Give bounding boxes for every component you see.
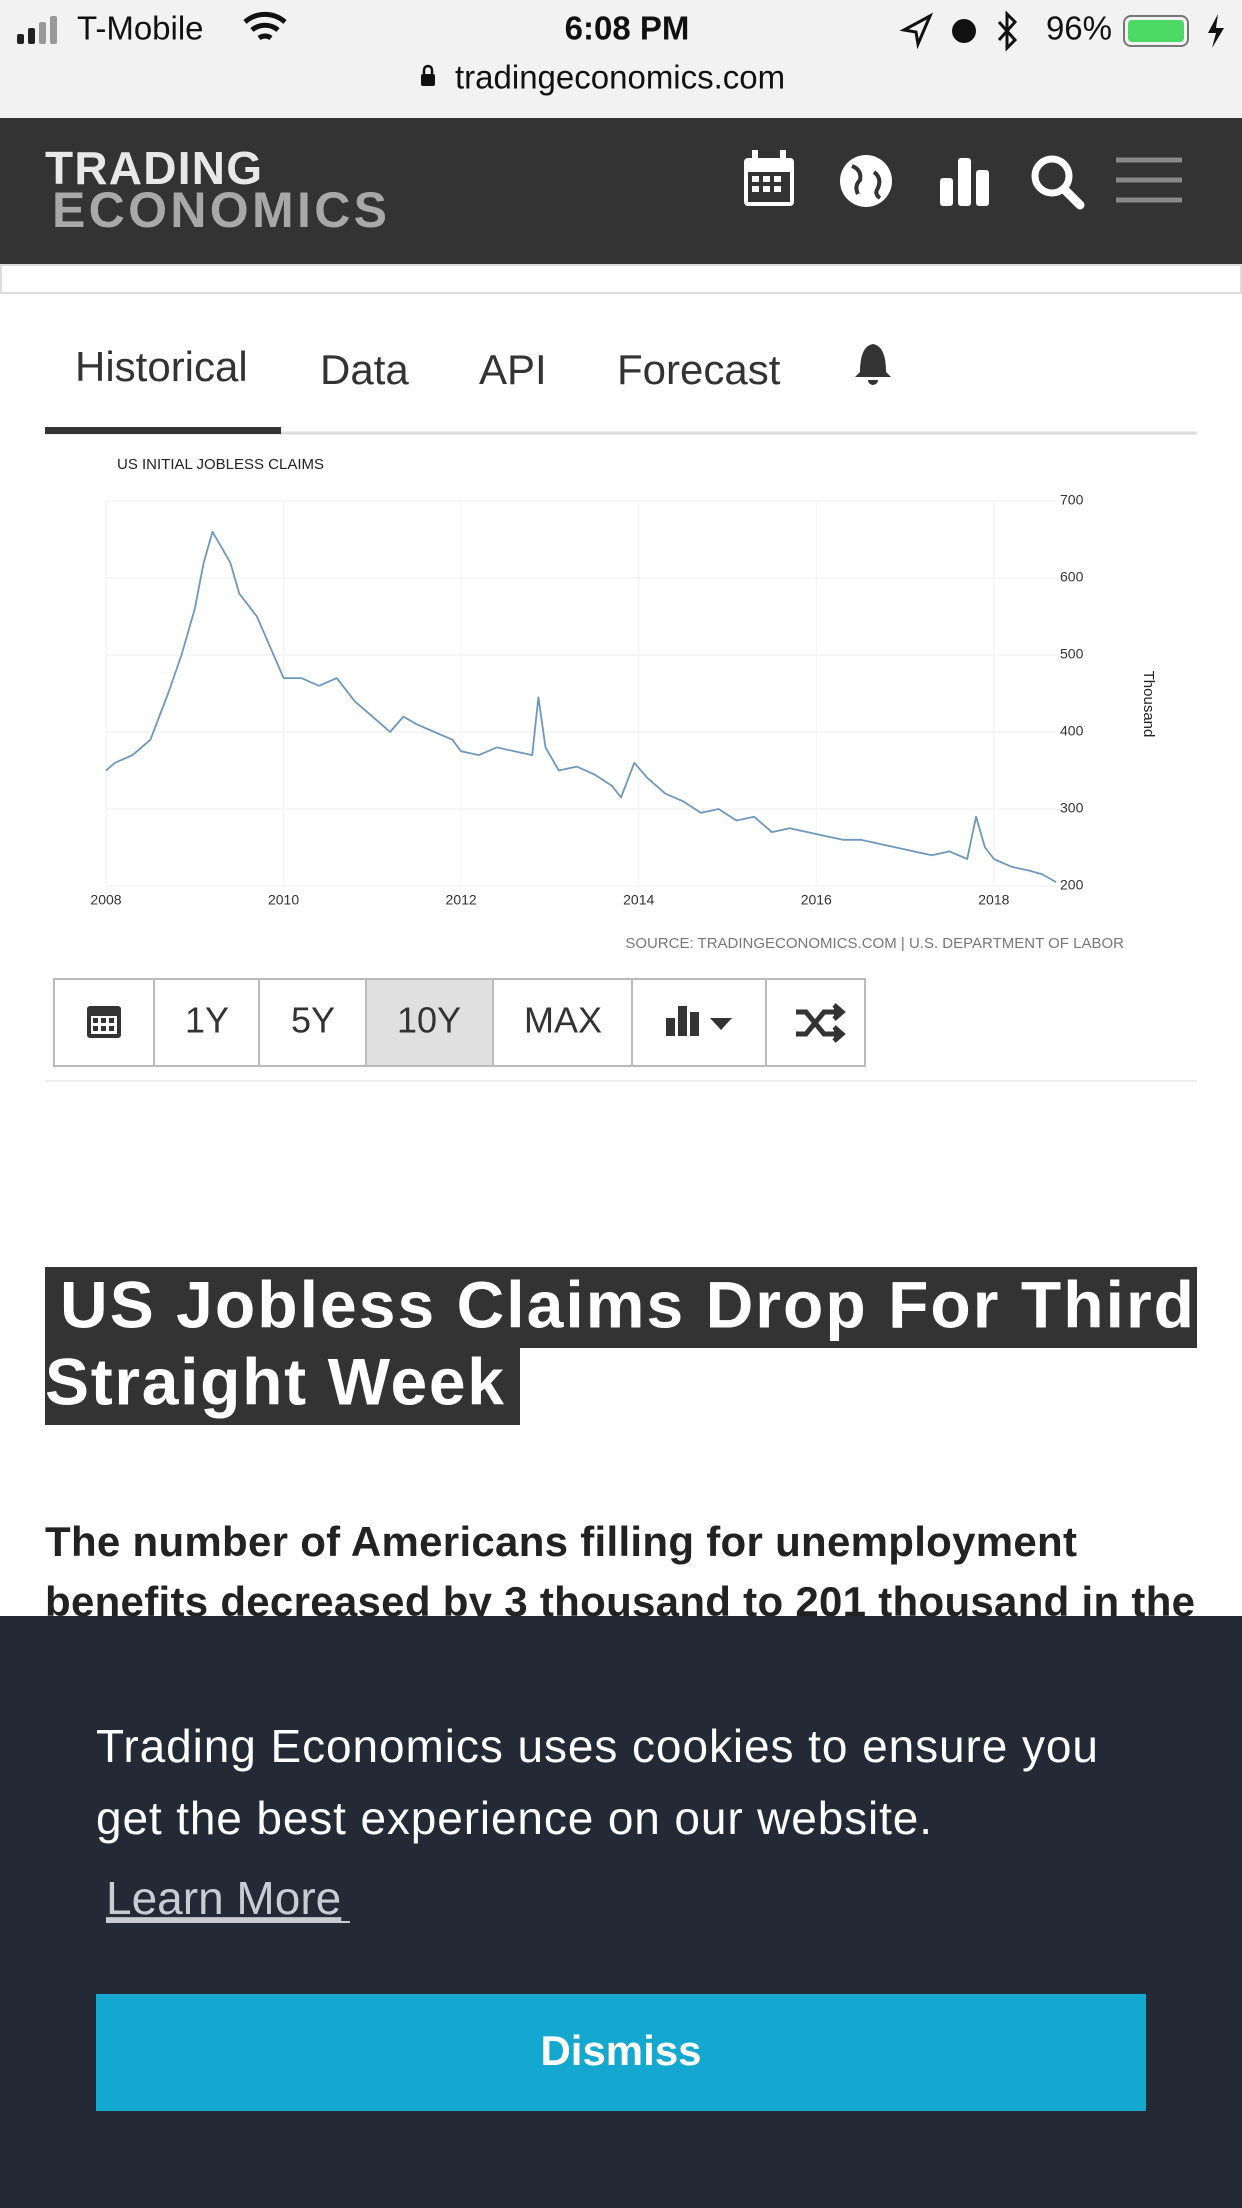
x-tick-label: 2010 <box>268 892 299 908</box>
clock: 6:08 PM <box>565 10 690 47</box>
charging-icon <box>1208 14 1224 48</box>
lock-icon <box>421 74 435 86</box>
y-tick-label: 500 <box>1060 646 1084 662</box>
battery-level <box>1128 20 1184 42</box>
shuffle-button[interactable] <box>796 1003 846 1043</box>
alert-button[interactable] <box>855 344 891 385</box>
logo-top[interactable]: TRADING <box>45 142 262 194</box>
x-tick-label: 2016 <box>801 892 832 908</box>
url[interactable]: tradingeconomics.com <box>455 59 785 96</box>
headline-bg <box>45 1348 520 1425</box>
battery-icon <box>1123 15 1189 47</box>
menu-button[interactable] <box>1116 157 1182 203</box>
tab-data[interactable]: Data <box>320 346 409 393</box>
range-max[interactable]: MAX <box>524 1000 602 1041</box>
carrier: T-Mobile <box>77 10 204 47</box>
tab-api[interactable]: API <box>479 346 547 393</box>
y-axis-label: Thousand <box>1140 671 1157 738</box>
chart: US INITIAL JOBLESS CLAIMS Thousand SOURC… <box>90 456 1157 952</box>
y-tick-label: 600 <box>1060 569 1084 585</box>
article-text: The number of Americans filling for unem… <box>45 1518 1077 1565</box>
range-10y[interactable]: 10Y <box>397 1000 461 1041</box>
x-tick-label: 2018 <box>978 892 1009 908</box>
sub-strip <box>0 264 1242 294</box>
search-button[interactable] <box>1031 155 1085 210</box>
learn-more-link[interactable]: Learn More <box>106 1872 341 1924</box>
active-tab-underline <box>45 427 281 434</box>
range-1y[interactable]: 1Y <box>185 1000 229 1041</box>
battery-percent: 96% <box>1046 10 1112 47</box>
chart-type-button[interactable] <box>666 1006 732 1036</box>
selected-range-bg <box>366 979 493 1066</box>
globe-button[interactable] <box>840 155 892 207</box>
headline: Straight Week <box>45 1344 504 1418</box>
cookie-text: Trading Economics uses cookies to ensure… <box>96 1720 1098 1772</box>
status-bar <box>0 0 1242 118</box>
dismiss-button[interactable] <box>96 1994 1146 2111</box>
toolbar-border <box>53 978 866 1067</box>
calendar-range-button[interactable] <box>87 1006 121 1038</box>
data-line <box>105 530 1057 883</box>
tab-historical[interactable]: Historical <box>75 343 248 390</box>
wifi-icon <box>243 11 287 41</box>
logo-bottom[interactable]: ECONOMICS <box>52 182 387 238</box>
chart-source: SOURCE: TRADINGECONOMICS.COM | U.S. DEPA… <box>625 935 1124 952</box>
site-header <box>0 118 1242 265</box>
dismiss-label[interactable]: Dismiss <box>540 2027 701 2074</box>
y-tick-label: 300 <box>1060 800 1084 816</box>
y-tick-label: 400 <box>1060 723 1084 739</box>
location-icon <box>899 12 934 50</box>
calendar-button[interactable] <box>744 150 794 206</box>
cookie-text: get the best experience on our website. <box>96 1792 932 1844</box>
chart-button[interactable] <box>940 158 989 206</box>
y-tick-label: 700 <box>1060 492 1084 508</box>
x-tick-label: 2014 <box>623 892 654 908</box>
lock-shackle <box>422 64 434 74</box>
signal-icon <box>17 16 57 44</box>
headline-bg <box>45 1267 1197 1348</box>
y-tick-label: 200 <box>1060 877 1084 893</box>
x-tick-label: 2012 <box>446 892 477 908</box>
range-toolbar: 1Y 5Y 10Y MAX <box>53 978 866 1067</box>
headline: US Jobless Claims Drop For Third <box>60 1267 1194 1341</box>
range-5y[interactable]: 5Y <box>291 1000 335 1041</box>
chart-title: US INITIAL JOBLESS CLAIMS <box>117 456 324 473</box>
bluetooth-icon <box>997 10 1018 52</box>
alarm-icon <box>952 19 976 43</box>
tab-forecast[interactable]: Forecast <box>617 346 781 393</box>
x-tick-label: 2008 <box>90 892 121 908</box>
